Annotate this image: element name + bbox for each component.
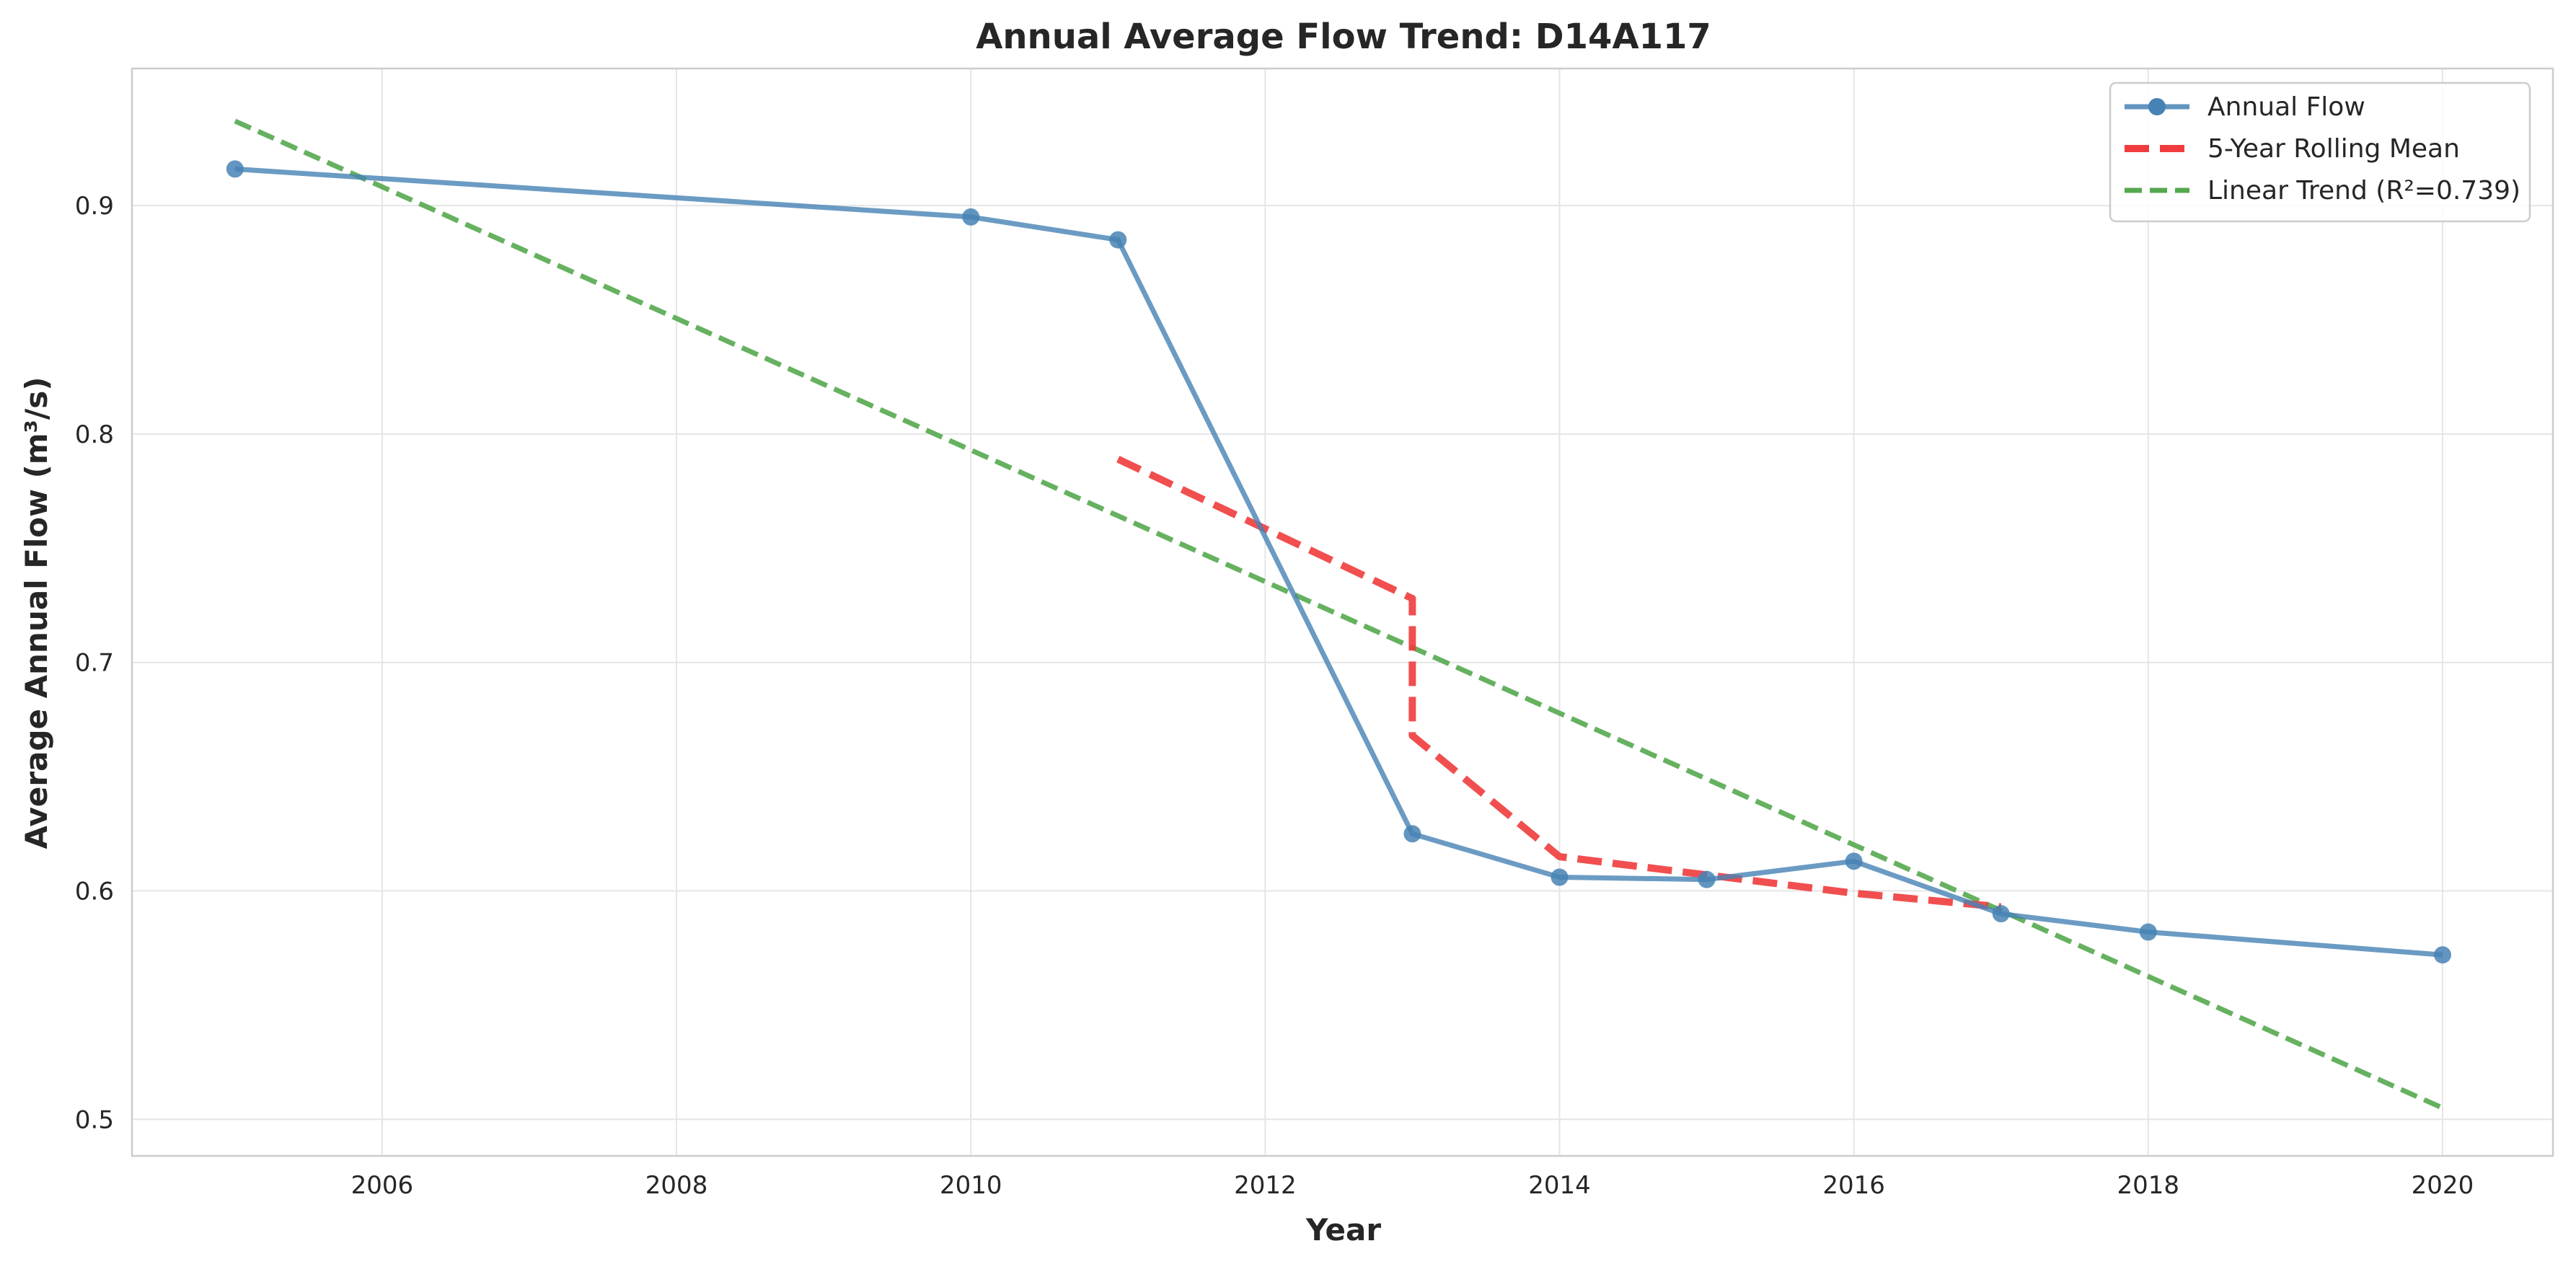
- x-tick-label: 2012: [1234, 1171, 1297, 1200]
- legend-item: 5-Year Rolling Mean: [2125, 134, 2460, 164]
- legend-item: Annual Flow: [2125, 92, 2365, 122]
- legend: Annual Flow 5-Year Rolling Mean Linear Tre…: [2109, 81, 2531, 223]
- annual-flow-point: [2139, 923, 2157, 941]
- series-0: [226, 160, 2451, 964]
- x-tick-label: 2014: [1528, 1171, 1591, 1200]
- x-tick-label: 2016: [1822, 1171, 1885, 1200]
- y-tick-label: 0.7: [75, 649, 114, 678]
- annual-flow-point: [1845, 852, 1863, 870]
- annual-flow-point: [962, 208, 980, 226]
- annual-flow-point: [1992, 905, 2010, 923]
- annual-flow-point: [2433, 946, 2451, 964]
- annual-flow-line: [234, 166, 2443, 958]
- y-axis-title: Average Annual Flow (m³/s): [19, 377, 54, 849]
- chart-title: Annual Average Flow Trend: D14A117: [976, 17, 1711, 57]
- y-tick-label: 0.6: [75, 878, 114, 906]
- legend-label: Linear Trend (R²=0.739): [2207, 176, 2520, 206]
- x-tick-label: 2020: [2412, 1171, 2474, 1200]
- legend-label: 5-Year Rolling Mean: [2207, 134, 2460, 164]
- legend-label: Annual Flow: [2207, 92, 2365, 122]
- x-tick-label: 2018: [2117, 1171, 2180, 1200]
- y-tick-label: 0.5: [75, 1105, 114, 1134]
- legend-marker: [2148, 98, 2166, 115]
- rolling-mean-line: [1116, 456, 2002, 911]
- x-axis-ticks: 2006 2008 2010 2012 2014 2016 2018 2020: [351, 1171, 2474, 1200]
- legend-item: Linear Trend (R²=0.739): [2125, 176, 2520, 206]
- grid: [132, 69, 2553, 1156]
- x-axis-title: Year: [1305, 1212, 1381, 1247]
- series-1: [1116, 456, 2002, 911]
- series-layer: [226, 118, 2451, 1110]
- legend-box: [2109, 81, 2531, 223]
- plot-area-frame: [131, 67, 2554, 1157]
- annual-flow-point: [1551, 868, 1569, 886]
- y-axis-ticks: 0.5 0.6 0.7 0.8 0.9: [75, 192, 114, 1134]
- y-tick-label: 0.8: [75, 420, 114, 449]
- x-tick-label: 2010: [940, 1171, 1002, 1200]
- annual-flow-point: [1698, 870, 1716, 888]
- y-tick-label: 0.9: [75, 192, 114, 221]
- annual-flow-point: [1109, 231, 1127, 249]
- x-tick-label: 2008: [645, 1171, 708, 1200]
- annual-flow-point: [226, 160, 244, 178]
- x-tick-label: 2006: [351, 1171, 414, 1200]
- annual-flow-point: [1403, 825, 1421, 843]
